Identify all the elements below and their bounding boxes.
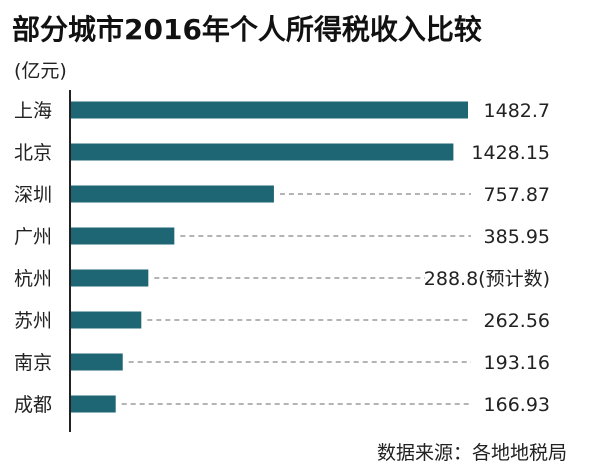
bar [71,395,116,413]
value-label: 288.8(预计数) [424,268,550,290]
data-source: 数据来源：各地地税局 [376,442,567,464]
category-label: 深圳 [14,184,52,206]
category-label: 北京 [14,142,52,164]
bar [71,101,468,119]
category-label: 上海 [14,100,52,122]
value-label: 1428.15 [471,142,550,164]
value-label: 193.16 [484,352,550,374]
value-label: 757.87 [484,184,550,206]
value-label: 1482.7 [484,100,550,122]
bar [71,269,149,287]
bar [71,227,175,245]
value-label: 385.95 [484,226,550,248]
chart-title: 部分城市2016年个人所得税收入比较 [12,13,482,46]
value-label: 166.93 [484,394,550,416]
category-label: 杭州 [14,268,52,290]
category-label: 广州 [14,226,52,248]
bar [71,353,123,371]
category-label: 苏州 [14,310,52,332]
unit-label: (亿元) [14,60,67,82]
bar [71,311,142,329]
bar [71,185,274,203]
category-label: 南京 [14,352,52,374]
bar [71,143,454,161]
value-label: 262.56 [484,310,550,332]
category-label: 成都 [14,394,52,416]
